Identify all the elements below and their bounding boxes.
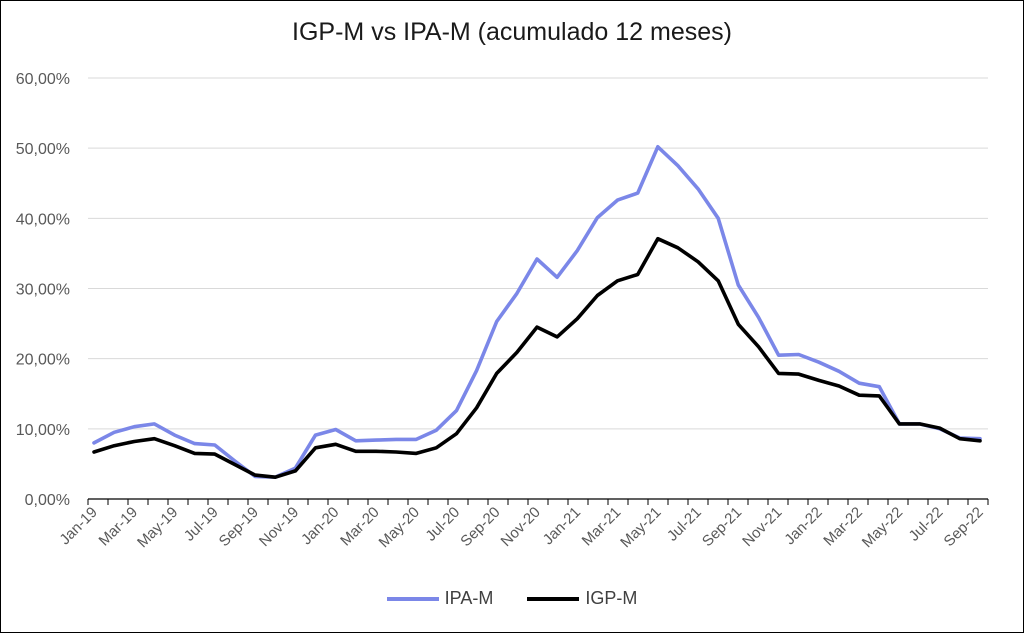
x-tick-label: Sep-21 xyxy=(699,504,745,550)
x-tick-label: Mar-22 xyxy=(820,504,866,550)
x-tick-label: Mar-21 xyxy=(579,504,625,550)
y-tick-label: 20,00% xyxy=(16,352,70,369)
x-tick-label: Nov-20 xyxy=(498,504,544,550)
x-tick-label: Jan-22 xyxy=(781,504,825,548)
y-tick-label: 0,00% xyxy=(25,492,70,509)
x-tick-label: Nov-19 xyxy=(256,504,302,550)
legend-swatch-ipa xyxy=(386,596,439,601)
x-tick-label: May-22 xyxy=(859,504,906,551)
x-tick-label: Jan-20 xyxy=(298,504,342,548)
y-tick-label: 10,00% xyxy=(16,422,70,439)
chart-title: IGP-M vs IPA-M (acumulado 12 meses) xyxy=(292,18,732,46)
legend: IPA-M IGP-M xyxy=(0,588,1024,609)
x-tick-label: May-21 xyxy=(617,504,664,551)
x-tick-label: Nov-21 xyxy=(739,504,785,550)
x-tick-label: May-19 xyxy=(134,504,181,551)
legend-label-ipa: IPA-M xyxy=(444,588,494,608)
x-tick-label: Sep-22 xyxy=(941,504,987,550)
x-tick-label: May-20 xyxy=(376,504,423,551)
y-tick-label: 50,00% xyxy=(16,141,70,158)
x-tick-label: Mar-19 xyxy=(96,504,142,550)
x-tick-label: Sep-20 xyxy=(457,504,503,550)
x-tick-label: Sep-19 xyxy=(216,504,262,550)
y-tick-label: 40,00% xyxy=(16,211,70,228)
legend-swatch-igp xyxy=(527,596,580,601)
y-tick-label: 60,00% xyxy=(16,71,70,88)
y-tick-label: 30,00% xyxy=(16,282,70,299)
legend-label-igp: IGP-M xyxy=(585,588,638,608)
gridlines xyxy=(88,77,988,430)
x-tick-label: Mar-20 xyxy=(337,504,383,550)
legend-item-igp: IGP-M xyxy=(527,588,637,609)
legend-item-ipa: IPA-M xyxy=(386,588,494,609)
x-tick-label: Jan-21 xyxy=(540,504,584,548)
series-lines xyxy=(92,145,982,479)
x-tick-label: Jan-19 xyxy=(56,504,100,548)
series-line-ipa-m xyxy=(92,145,982,479)
y-axis-ticks: 0,00% 10,00% 20,00% 30,00% 40,00% 50,00% 60,00… xyxy=(16,71,70,509)
series-line-igp-m xyxy=(92,236,982,479)
